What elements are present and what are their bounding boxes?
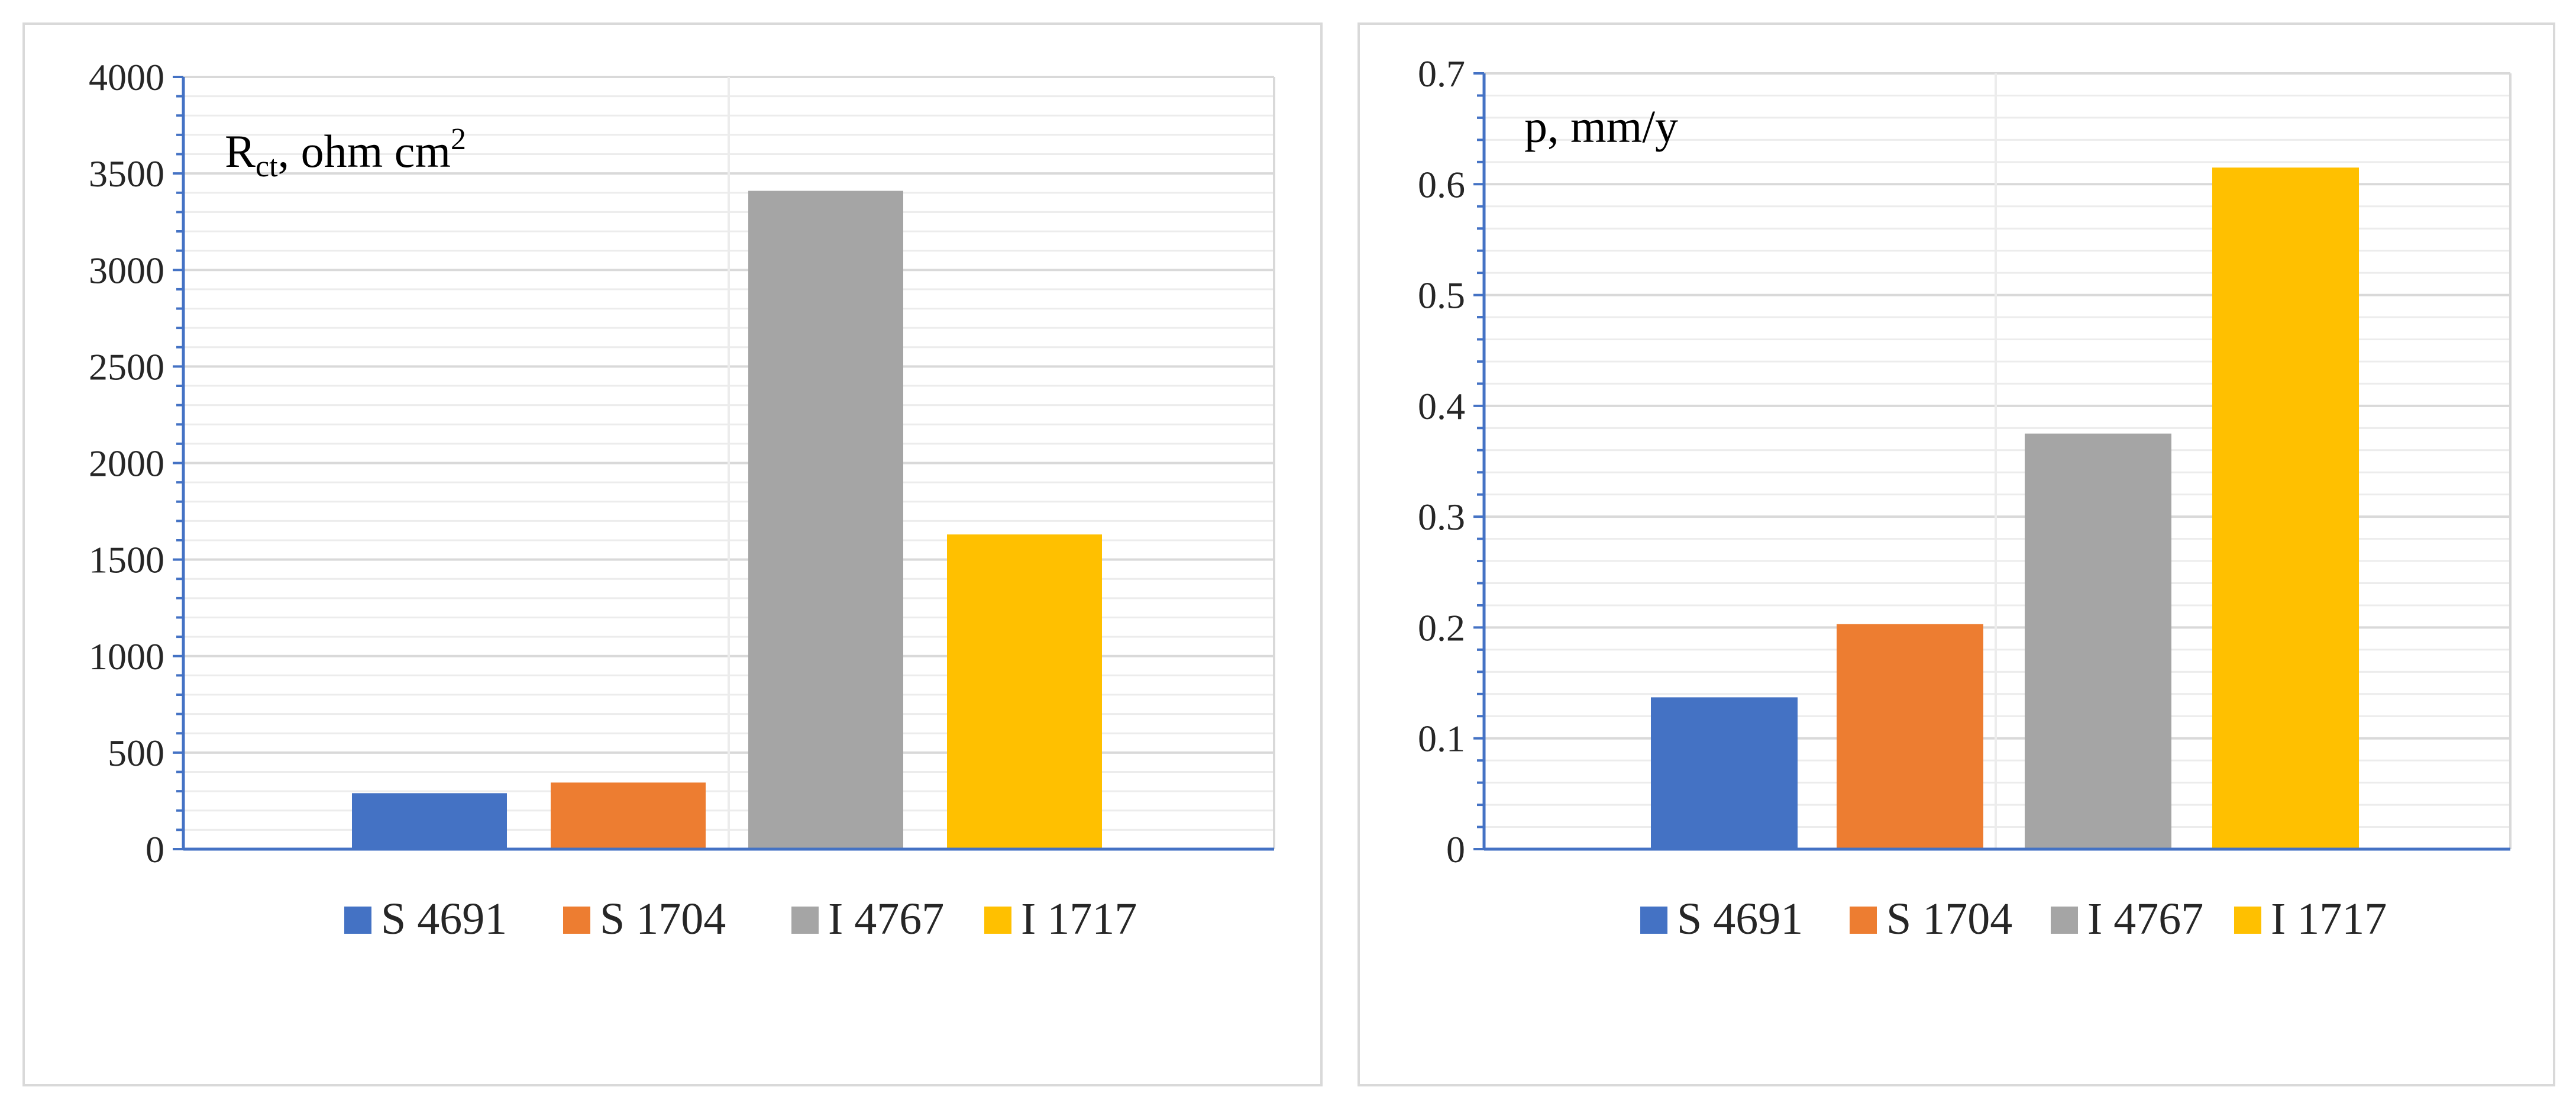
y-tick-label: 0.1 [1418, 718, 1465, 760]
legend-swatch [791, 907, 819, 934]
y-tick-label: 0.4 [1418, 385, 1465, 427]
bar-i-1717 [947, 534, 1102, 849]
legend-swatch [344, 907, 371, 934]
rct-chart-panel: 0 500 1000 1500 2000 2500 3000 3500 4000 S 4691 S … [22, 22, 1323, 1086]
y-tick-label: 0 [1446, 828, 1465, 870]
y-tick-label: 1500 [89, 539, 164, 581]
y-tick-label: 0 [146, 828, 164, 870]
legend-label: I 1717 [2271, 894, 2387, 944]
legend-label: I 4767 [828, 894, 944, 944]
legend-swatch [2234, 907, 2261, 934]
bar-i-4767 [2025, 433, 2171, 849]
bar-s-1704 [1837, 624, 1983, 849]
y-tick-label: 0.2 [1418, 607, 1465, 649]
legend-label: S 4691 [381, 894, 507, 944]
bar-i-4767 [748, 191, 903, 849]
legend-swatch [2051, 907, 2078, 934]
chart-title: p, mm/y [1524, 101, 1678, 152]
y-tick-label: 0.3 [1418, 496, 1465, 538]
bar-s-1704 [551, 782, 706, 849]
corrosion-rate-bar-chart: 0 0.1 0.2 0.3 0.4 0.5 0.6 0.7 S 4691 S 1704 I 4767… [1418, 53, 2512, 944]
legend-label: I 4767 [2087, 894, 2203, 944]
y-tick-label: 500 [108, 732, 164, 774]
y-tick-label: 0.6 [1418, 163, 1465, 205]
legend-label: S 1704 [1886, 894, 2012, 944]
y-tick-label: 4000 [89, 56, 164, 98]
legend-label: S 1704 [600, 894, 726, 944]
legend-swatch [1850, 907, 1877, 934]
y-tick-label: 3000 [89, 249, 164, 291]
y-tick-label: 0.7 [1418, 53, 1465, 95]
y-tick-label: 1000 [89, 636, 164, 678]
corrosion-rate-chart-panel: 0 0.1 0.2 0.3 0.4 0.5 0.6 0.7 S 4691 S 1704 I 4767… [1358, 22, 2555, 1086]
bar-i-1717 [2212, 167, 2359, 849]
y-tick-label: 0.5 [1418, 275, 1465, 317]
y-tick-label: 3500 [89, 153, 164, 195]
legend-swatch [984, 907, 1011, 934]
y-tick-label: 2500 [89, 346, 164, 388]
legend-label: S 4691 [1677, 894, 1803, 944]
legend-swatch [1640, 907, 1667, 934]
bar-s-4691 [352, 793, 507, 849]
rct-bar-chart: 0 500 1000 1500 2000 2500 3000 3500 4000 S 4691 S … [89, 56, 1275, 944]
legend-swatch [563, 907, 590, 934]
chart-title: Rct, ohm cm2 [225, 122, 466, 183]
y-tick-label: 2000 [89, 443, 164, 485]
legend-label: I 1717 [1021, 894, 1137, 944]
bar-s-4691 [1651, 697, 1798, 849]
